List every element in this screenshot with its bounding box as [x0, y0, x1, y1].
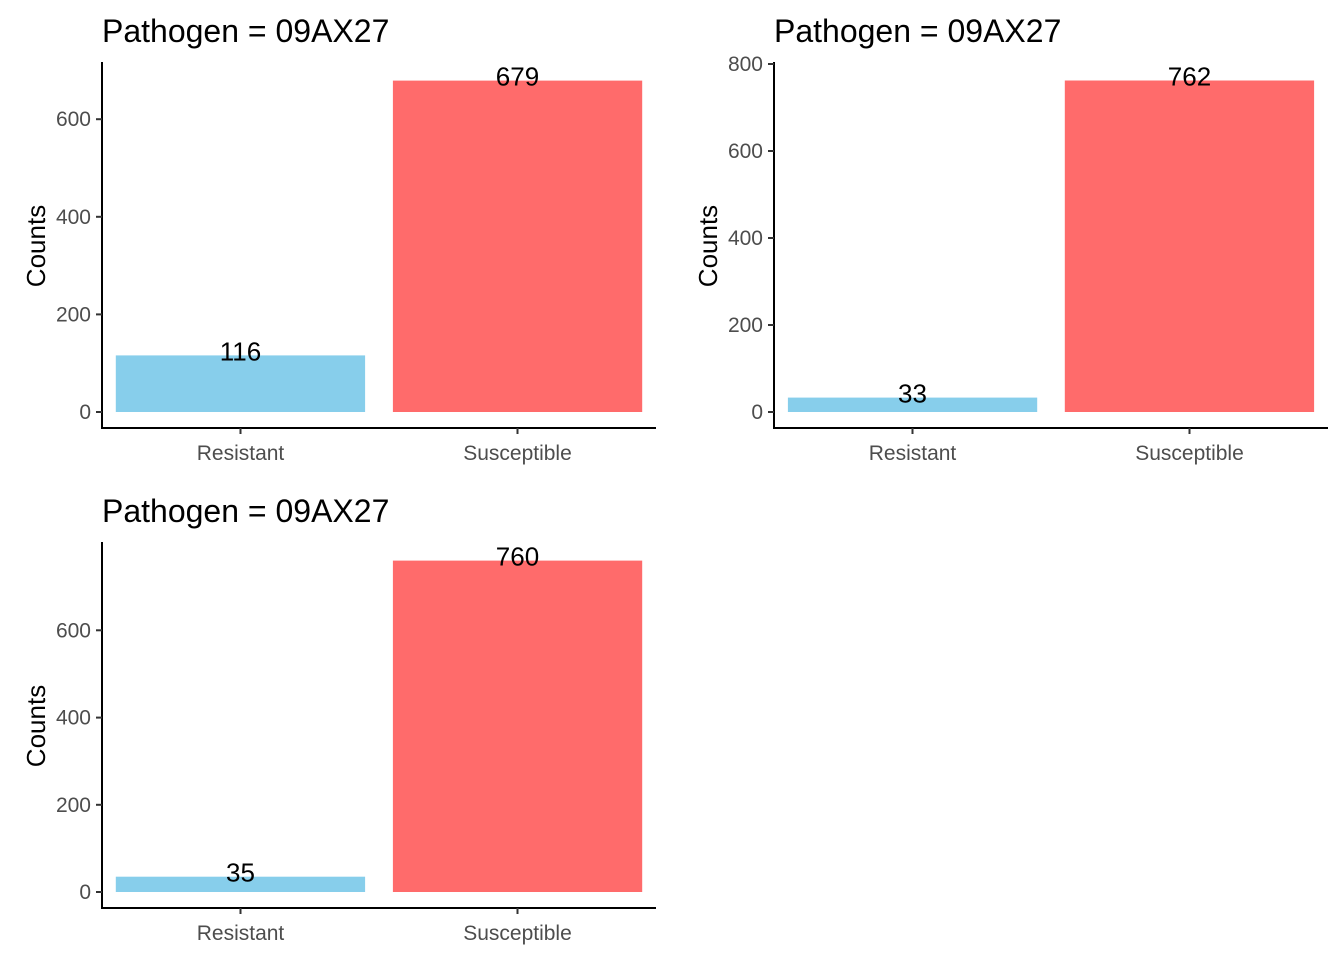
bar-resistant [115, 355, 366, 412]
y-tick-label: 600 [56, 619, 91, 642]
x-tick-label-resistant: Resistant [197, 442, 285, 465]
y-tick-label: 600 [56, 108, 91, 131]
y-axis-title: Counts [21, 205, 51, 287]
y-axis-title: Counts [693, 205, 723, 287]
panel-title: Pathogen = 09AX27 [102, 493, 389, 529]
data-label: 760 [496, 542, 539, 572]
y-tick-label: 400 [56, 206, 91, 229]
y-tick-label: 200 [728, 314, 763, 337]
y-tick-label: 200 [56, 794, 91, 817]
bar-resistant [787, 397, 1038, 412]
chart-panel-3: 35 760 0 200 400 600 Resistant Susceptible Count… [21, 493, 656, 945]
x-tick-label-susceptible: Susceptible [1135, 442, 1244, 465]
y-tick-label: 0 [79, 881, 91, 904]
bar-susceptible [392, 560, 643, 892]
panel-title: Pathogen = 09AX27 [774, 13, 1061, 49]
y-tick-label: 0 [751, 401, 763, 424]
data-label: 762 [1168, 62, 1211, 92]
data-label: 116 [220, 336, 261, 366]
x-tick-label-susceptible: Susceptible [463, 922, 572, 945]
x-tick-label-resistant: Resistant [197, 922, 285, 945]
x-tick-label-resistant: Resistant [869, 442, 957, 465]
y-tick-label: 600 [728, 140, 763, 163]
bar-susceptible [392, 80, 643, 412]
y-tick-label: 400 [728, 227, 763, 250]
y-tick-label: 800 [728, 53, 763, 76]
data-label: 35 [226, 858, 255, 888]
y-axis-title: Counts [21, 685, 51, 767]
chart-panel-1: 116 679 0 200 400 600 Resistant Susceptible Coun… [21, 13, 656, 465]
panel-title: Pathogen = 09AX27 [102, 13, 389, 49]
y-tick-label: 200 [56, 303, 91, 326]
y-tick-label: 0 [79, 401, 91, 424]
data-label: 679 [496, 62, 539, 92]
bar-susceptible [1064, 80, 1315, 412]
x-tick-label-susceptible: Susceptible [463, 442, 572, 465]
data-label: 33 [898, 379, 927, 409]
chart-panel-2: 33 762 0 200 400 600 800 Resistant Susceptible Co… [693, 13, 1328, 465]
y-tick-label: 400 [56, 707, 91, 730]
bar-resistant [115, 876, 366, 892]
